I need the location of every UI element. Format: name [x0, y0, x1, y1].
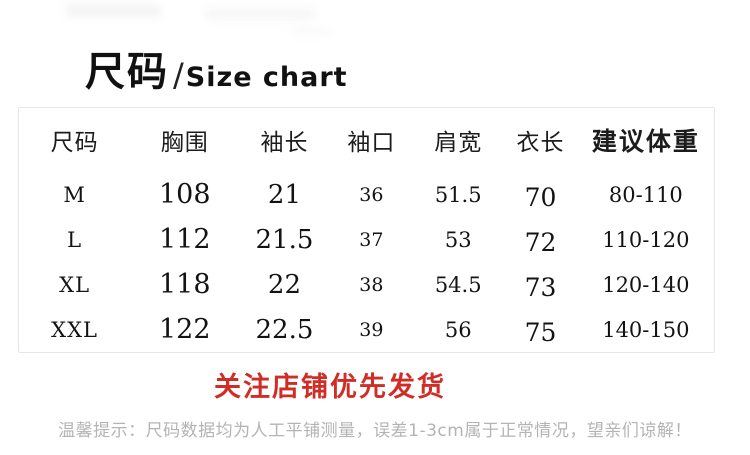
cell-chest: 122: [130, 314, 239, 345]
cell-length: 72: [503, 225, 577, 257]
cell-size: M: [19, 183, 130, 207]
title-slash: /: [173, 56, 184, 94]
cell-value: 73: [524, 273, 557, 302]
title-chinese: 尺码: [85, 49, 169, 95]
cell-value: 22: [267, 269, 302, 300]
cell-shoulder: 53: [413, 228, 503, 252]
cell-sleeve: 22: [239, 270, 329, 300]
cell-value: 80-110: [608, 182, 683, 207]
cell-shoulder: 51.5: [413, 183, 503, 207]
table-row-l: L 112 21.5 37 53 72 110-120: [19, 217, 714, 262]
cell-sleeve: 21: [239, 180, 329, 210]
cell-size: XXL: [19, 318, 130, 342]
faint-artifact: [66, 4, 161, 18]
priority-shipping-notice: 关注店铺优先发货: [214, 372, 446, 403]
cell-value: XXL: [51, 317, 99, 342]
cell-length: 73: [503, 270, 577, 302]
cell-shoulder: 56: [413, 318, 503, 342]
cell-weight: 140-150: [578, 318, 714, 342]
column-header-sleeve: 袖长: [239, 123, 329, 157]
page-title: 尺码 / Size chart: [85, 52, 348, 92]
table-row-xl: XL 118 22 38 54.5 73 120-140: [19, 262, 714, 307]
column-header-label: 衣长: [516, 130, 565, 156]
faint-artifact: [205, 8, 315, 20]
column-header-label: 肩宽: [434, 130, 483, 156]
cell-value: 110-120: [602, 227, 690, 252]
cell-value: L: [67, 227, 83, 252]
cell-size: XL: [19, 273, 130, 297]
column-header-label: 袖口: [347, 130, 396, 156]
cell-sleeve: 22.5: [239, 315, 329, 345]
cell-value: 70: [524, 183, 557, 212]
cell-cuff: 38: [330, 274, 413, 296]
column-header-label: 袖长: [260, 130, 309, 156]
column-header-chest: 胸围: [130, 123, 239, 157]
cell-weight: 120-140: [578, 273, 714, 297]
cell-shoulder: 54.5: [413, 273, 503, 297]
cell-value: 51.5: [434, 182, 482, 207]
cell-weight: 110-120: [578, 228, 714, 252]
column-header-shoulder: 肩宽: [413, 123, 503, 157]
cell-value: 120-140: [602, 272, 690, 297]
cell-value: 72: [524, 228, 557, 257]
size-chart-table: 尺码 胸围 袖长 袖口 肩宽 衣长 建议体重 M 108 21 36 51.5 …: [18, 107, 715, 353]
column-header-label: 建议体重: [591, 127, 700, 156]
cell-value: 56: [444, 317, 472, 342]
faint-artifact: [290, 28, 330, 34]
cell-value: 22.5: [255, 314, 314, 345]
cell-value: 112: [158, 224, 211, 255]
cell-cuff: 36: [330, 184, 413, 206]
cell-value: 21: [267, 179, 302, 210]
measurement-disclaimer: 温馨提示：尺码数据均为人工平铺测量，误差1-3cm属于正常情况，望亲们谅解！: [58, 421, 692, 441]
cell-value: 37: [359, 228, 384, 251]
column-header-label: 胸围: [160, 130, 209, 156]
cell-sleeve: 21.5: [239, 225, 329, 255]
column-header-length: 衣长: [503, 123, 577, 157]
cell-chest: 118: [130, 269, 239, 300]
cell-value: 140-150: [602, 317, 690, 342]
cell-value: 38: [359, 273, 384, 296]
table-row-m: M 108 21 36 51.5 70 80-110: [19, 172, 714, 217]
cell-value: 108: [158, 179, 211, 210]
cell-chest: 108: [130, 179, 239, 210]
table-header-row: 尺码 胸围 袖长 袖口 肩宽 衣长 建议体重: [19, 108, 714, 172]
cell-value: 122: [158, 314, 211, 345]
column-header-size: 尺码: [19, 123, 130, 157]
cell-chest: 112: [130, 224, 239, 255]
cell-length: 75: [503, 315, 577, 347]
column-header-label: 尺码: [50, 130, 99, 156]
cell-cuff: 39: [330, 319, 413, 341]
column-header-weight: 建议体重: [578, 122, 714, 158]
table-row-xxl: XXL 122 22.5 39 56 75 140-150: [19, 307, 714, 352]
cell-value: 21.5: [255, 224, 314, 255]
cell-cuff: 37: [330, 229, 413, 251]
cell-value: 36: [359, 183, 384, 206]
cell-value: XL: [59, 272, 91, 297]
cell-value: M: [63, 182, 86, 207]
column-header-cuff: 袖口: [330, 123, 413, 157]
title-english: Size chart: [185, 61, 348, 93]
cell-size: L: [19, 228, 130, 252]
cell-value: 118: [158, 269, 211, 300]
cell-value: 54.5: [434, 272, 482, 297]
cell-value: 75: [524, 318, 557, 347]
cell-weight: 80-110: [578, 183, 714, 207]
cell-value: 53: [444, 227, 472, 252]
cell-length: 70: [503, 180, 577, 212]
cell-value: 39: [359, 318, 384, 341]
